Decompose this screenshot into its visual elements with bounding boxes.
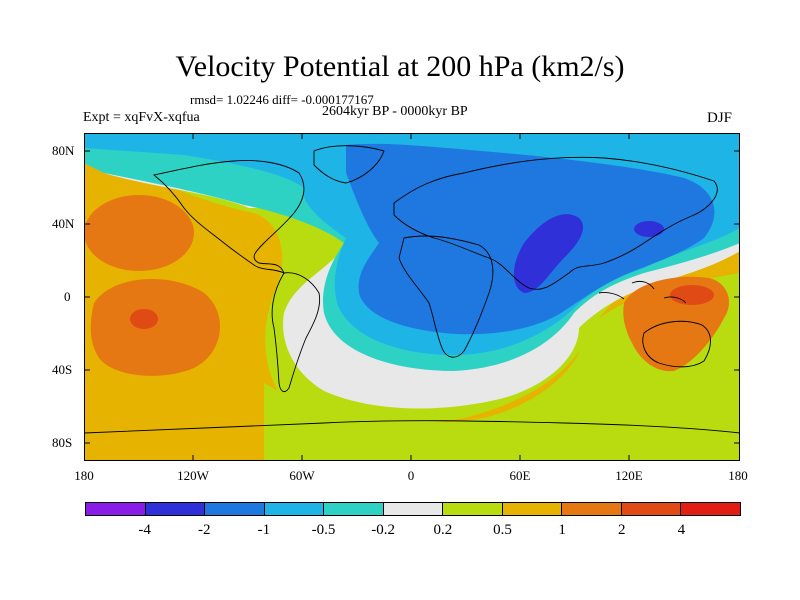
colorbar-swatch xyxy=(145,503,206,515)
colorbar-swatch xyxy=(383,503,444,515)
field-orange-np xyxy=(84,195,194,271)
field-orange-sp xyxy=(90,279,221,376)
field-darkblue-japan xyxy=(634,221,664,237)
lon-label: 120W xyxy=(177,468,209,483)
chart-title: Velocity Potential at 200 hPa (km2/s) xyxy=(175,50,625,83)
colorbar-level-label: -1 xyxy=(257,522,271,538)
stats-text: rmsd= 1.02246 diff= -0.000177167 xyxy=(190,92,374,107)
lon-label: 120E xyxy=(615,468,643,483)
colorbar-level-label: 1 xyxy=(558,522,566,538)
field-darkblue-asia xyxy=(513,214,584,293)
experiment-label: Expt = xqFvX-xqfua xyxy=(83,110,200,125)
lon-label: 60W xyxy=(289,468,315,483)
colorbar-swatch xyxy=(86,503,146,515)
field-red-au xyxy=(670,285,714,305)
lon-label: 180 xyxy=(728,468,748,483)
colorbar-level-label: 0.2 xyxy=(433,522,453,538)
lon-label: 0 xyxy=(407,468,415,483)
colorbar-level-label: 2 xyxy=(617,522,626,538)
colorbar-level-label: -4 xyxy=(138,522,151,538)
season-label: DJF xyxy=(707,110,733,126)
lat-label: 80N xyxy=(52,143,75,158)
colorbar-swatch xyxy=(621,503,682,515)
colorbar-level-label: -0.2 xyxy=(371,522,396,538)
map-plot xyxy=(84,133,740,461)
coastlines xyxy=(84,145,740,434)
colorbar-level-label: -2 xyxy=(198,522,211,538)
colorbar-swatch xyxy=(264,503,325,515)
colorbar-swatch xyxy=(562,503,622,515)
colorbar-level-label: 0.5 xyxy=(493,522,512,538)
lon-label: 180 xyxy=(74,468,94,483)
lat-label: 80S xyxy=(52,435,73,450)
colorbar-swatch xyxy=(205,503,265,515)
axis-ticks xyxy=(84,133,740,461)
lat-label: 40S xyxy=(52,362,73,377)
colorbar-swatch xyxy=(681,503,741,515)
colorbar-level-label: 4 xyxy=(677,522,686,538)
colorbar-swatch xyxy=(502,503,563,515)
colorbar xyxy=(85,502,741,516)
lat-label: 0 xyxy=(64,289,71,304)
lon-label: 60E xyxy=(509,468,531,483)
colorbar-swatch xyxy=(443,503,503,515)
field-red-sp xyxy=(130,309,158,329)
colorbar-level-label: -0.5 xyxy=(311,522,336,538)
lat-label: 40N xyxy=(52,216,75,231)
period-label: 2604kyr BP - 0000kyr BP xyxy=(322,104,468,119)
field-green-south xyxy=(264,273,740,461)
colorbar-swatch xyxy=(324,503,384,515)
